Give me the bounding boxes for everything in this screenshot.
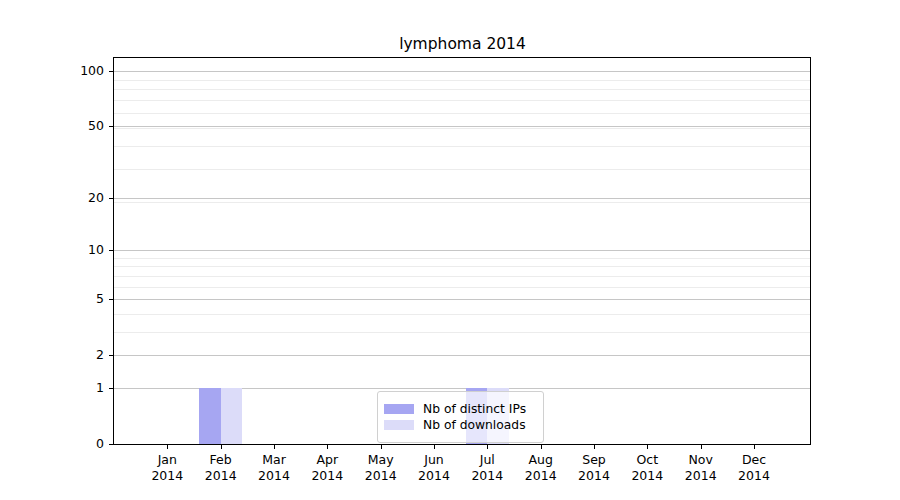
plot-area bbox=[114, 58, 810, 444]
bar-distinct-ips-feb bbox=[199, 388, 220, 444]
x-tick-mark bbox=[327, 445, 328, 449]
y-tick-label: 5 bbox=[54, 291, 104, 307]
x-tick-mark bbox=[541, 445, 542, 449]
x-tick-mark bbox=[701, 445, 702, 449]
x-tick-mark bbox=[167, 445, 168, 449]
legend-item-distinct-ips: Nb of distinct IPs bbox=[384, 402, 537, 416]
y-tick-mark bbox=[109, 71, 113, 72]
gridline-major bbox=[114, 355, 810, 356]
y-tick-mark bbox=[109, 388, 113, 389]
x-tick-mark bbox=[594, 445, 595, 449]
x-tick-mark bbox=[434, 445, 435, 449]
chart-title: lymphoma 2014 bbox=[114, 35, 811, 53]
legend: Nb of distinct IPs Nb of downloads bbox=[377, 391, 544, 443]
legend-label-downloads: Nb of downloads bbox=[423, 418, 526, 432]
x-tick-mark bbox=[274, 445, 275, 449]
gridline-minor bbox=[114, 258, 810, 259]
legend-label-distinct-ips: Nb of distinct IPs bbox=[423, 402, 526, 416]
legend-item-downloads: Nb of downloads bbox=[384, 418, 537, 432]
gridline-minor bbox=[114, 202, 810, 203]
gridline-major bbox=[114, 250, 810, 251]
gridline-minor bbox=[114, 146, 810, 147]
y-tick-mark bbox=[109, 198, 113, 199]
x-tick-mark bbox=[221, 445, 222, 449]
gridline-minor bbox=[114, 80, 810, 81]
y-tick-mark bbox=[109, 444, 113, 445]
y-tick-mark bbox=[109, 250, 113, 251]
y-tick-label: 0 bbox=[54, 436, 104, 452]
legend-swatch-distinct-ips-icon bbox=[384, 404, 414, 414]
gridline-minor bbox=[114, 128, 810, 129]
gridline-minor bbox=[114, 314, 810, 315]
x-tick-label: Dec2014 bbox=[722, 452, 786, 483]
y-tick-label: 10 bbox=[54, 242, 104, 258]
gridline-minor bbox=[114, 169, 810, 170]
gridline-major bbox=[114, 71, 810, 72]
gridline-major bbox=[114, 198, 810, 199]
y-tick-label: 20 bbox=[54, 190, 104, 206]
gridline-minor bbox=[114, 89, 810, 90]
gridline-minor bbox=[114, 266, 810, 267]
y-tick-mark bbox=[109, 126, 113, 127]
legend-swatch-downloads-icon bbox=[384, 420, 414, 430]
x-tick-mark bbox=[647, 445, 648, 449]
y-tick-label: 2 bbox=[54, 347, 104, 363]
y-tick-label: 1 bbox=[54, 380, 104, 396]
x-tick-mark bbox=[754, 445, 755, 449]
gridline-minor bbox=[114, 287, 810, 288]
gridline-major bbox=[114, 299, 810, 300]
gridline-minor bbox=[114, 100, 810, 101]
y-tick-mark bbox=[109, 299, 113, 300]
y-tick-label: 50 bbox=[54, 118, 104, 134]
figure: lymphoma 2014 0125102050100Jan2014Feb201… bbox=[0, 0, 900, 500]
gridline-minor bbox=[114, 332, 810, 333]
gridline-major bbox=[114, 126, 810, 127]
y-tick-label: 100 bbox=[54, 63, 104, 79]
y-tick-mark bbox=[109, 355, 113, 356]
x-tick-mark bbox=[487, 445, 488, 449]
x-tick-mark bbox=[381, 445, 382, 449]
gridline-minor bbox=[114, 276, 810, 277]
bar-downloads-feb bbox=[221, 388, 242, 444]
gridline-minor bbox=[114, 113, 810, 114]
